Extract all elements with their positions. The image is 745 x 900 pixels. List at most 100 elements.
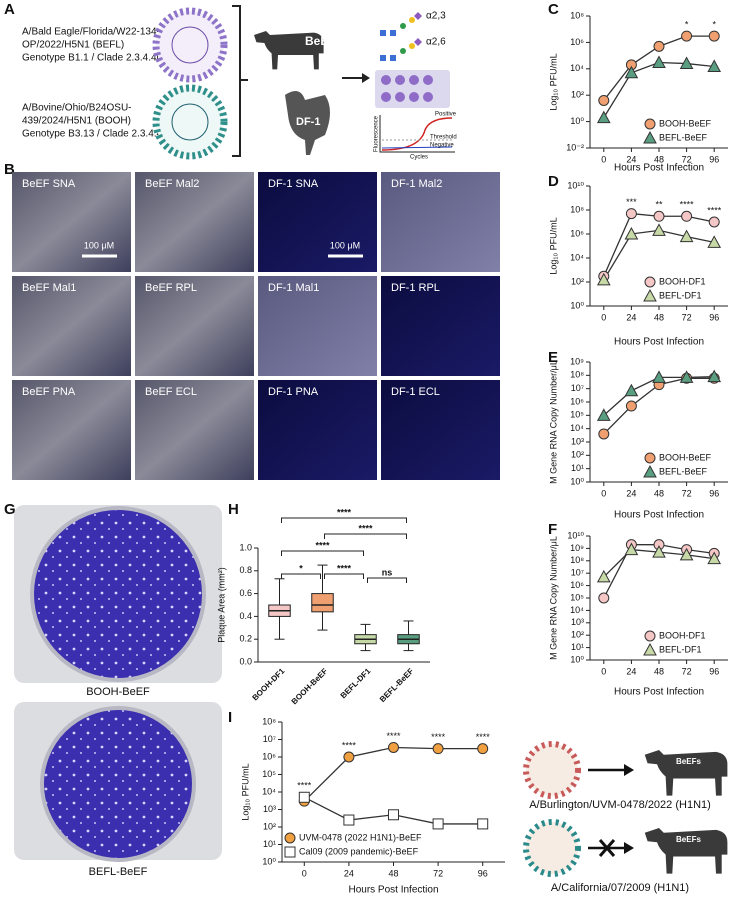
panel-label: D <box>548 173 559 190</box>
cell-label: DF-1 <box>296 116 320 128</box>
significance-bracket <box>281 550 364 556</box>
arrow-head <box>624 842 634 854</box>
legend-label: BOOH-DF1 <box>659 630 706 640</box>
y-tick-label: 10⁷ <box>571 568 584 578</box>
arrow-head <box>362 73 370 83</box>
glycan-label: α2,3 <box>426 11 446 22</box>
data-point <box>388 741 399 753</box>
y-axis-label: M Gene RNA Copy Number/μL <box>548 360 558 484</box>
panel-i-cartoon: BeEFs A/Burlington/UVM-0478/2022 (H1N1) … <box>523 741 728 894</box>
legend-marker <box>644 276 656 288</box>
y-tick-label: 10⁶ <box>570 37 584 47</box>
y-tick-label: 10⁸ <box>570 555 584 565</box>
data-point <box>708 30 720 42</box>
plate <box>40 706 196 862</box>
image-label: BeEF ECL <box>145 386 197 398</box>
y-tick-label: 10⁰ <box>570 476 584 486</box>
significance: **** <box>358 523 373 533</box>
legend-marker <box>643 288 657 302</box>
panel-b: BeEF SNA BeEF Mal2 DF-1 SNA DF-1 Mal2 BeEF M… <box>12 172 500 480</box>
y-tick-label: 10¹⁰ <box>567 180 584 190</box>
data-point <box>598 592 610 604</box>
significance: * <box>685 19 689 29</box>
significance: **** <box>680 200 695 210</box>
glycan-icon <box>380 12 422 61</box>
panel-label: B <box>4 161 15 178</box>
y-tick-label: 10³ <box>571 617 584 627</box>
y-tick-label: 10⁶ <box>570 396 584 406</box>
data-point <box>707 235 722 248</box>
micrograph <box>381 380 500 480</box>
panel-label: I <box>228 709 232 726</box>
significance: **** <box>337 563 352 573</box>
virus-core <box>171 103 209 141</box>
image-label: BeEF RPL <box>145 282 197 294</box>
data-point <box>624 542 639 556</box>
x-axis-label: Hours Post Infection <box>614 687 704 698</box>
significance: **** <box>707 205 722 215</box>
y-tick-label: 0.8 <box>239 565 252 575</box>
significance: **** <box>431 732 446 742</box>
y-tick-label: 10⁴ <box>570 252 584 262</box>
y-tick-label: 10³ <box>571 436 584 446</box>
y-tick-label: 0.2 <box>239 634 252 644</box>
x-tick-label: 72 <box>682 154 692 164</box>
significance: *** <box>626 197 637 207</box>
legend-marker <box>644 118 656 130</box>
x-tick-label: BOOH-DF1 <box>250 666 286 702</box>
image-label: BeEF SNA <box>22 178 76 190</box>
virus-icon <box>152 84 228 160</box>
legend-marker <box>284 846 296 858</box>
panel-label: G <box>4 501 16 518</box>
scale-bar-label: 100 μM <box>330 240 360 250</box>
arrow-head <box>624 764 634 776</box>
micrograph <box>12 276 131 376</box>
micrograph <box>381 276 500 376</box>
y-tick-label: 10² <box>571 90 584 100</box>
line-chart: 10⁰ 10¹ 10² 10³ 10⁴ 10⁵ 10⁶ 10⁷ 10⁸ 10⁹ M Gene RNA… <box>548 356 728 521</box>
y-tick-label: 10¹ <box>263 839 276 849</box>
x-tick-label: 96 <box>709 666 719 676</box>
x-tick-label: 72 <box>433 868 443 878</box>
x-tick-label: 0 <box>601 154 606 164</box>
strain-text: 439/2024/H5N1 (BOOH) <box>22 116 131 127</box>
plate-label: BOOH-BeEF <box>86 686 150 698</box>
x-tick-label: 0 <box>601 312 606 322</box>
x-tick-label: 48 <box>388 868 398 878</box>
legend-marker <box>284 832 296 844</box>
data-point <box>653 210 665 222</box>
x-tick-label: 0 <box>601 666 606 676</box>
significance-bracket <box>281 517 407 523</box>
strain-text: OP/2022/H5N1 (BEFL) <box>22 40 124 51</box>
x-tick-label: 48 <box>654 154 664 164</box>
x-tick-label: 0 <box>601 488 606 498</box>
legend-marker <box>643 642 657 656</box>
micrograph <box>381 172 500 272</box>
y-tick-label: 10⁶ <box>570 580 584 590</box>
qpcr-icon <box>379 115 455 153</box>
line-chart: 10⁻² 10⁰ 10² 10⁴ 10⁶ 10⁸ Log₁₀ PFU/mL 0 24 48 72 96… <box>548 10 728 174</box>
y-tick-label: 10⁹ <box>570 356 584 366</box>
y-tick-label: 10⁹ <box>570 543 584 553</box>
block-mark <box>598 839 616 857</box>
panel-label: E <box>548 349 558 366</box>
image-label: BeEF Mal2 <box>145 178 199 190</box>
significance: **** <box>342 740 357 750</box>
y-tick-label: 10⁴ <box>262 786 276 796</box>
y-tick-label: 10⁴ <box>570 423 584 433</box>
y-tick-label: 10² <box>571 276 584 286</box>
image-label: DF-1 PNA <box>268 386 319 398</box>
virus-icon <box>523 819 581 877</box>
micrograph <box>135 380 254 480</box>
x-tick-label: 72 <box>682 666 692 676</box>
legend-label: BOOH-BeEF <box>659 452 712 462</box>
significance-bracket <box>281 573 321 579</box>
x-tick-label: 96 <box>709 154 719 164</box>
y-tick-label: 10⁰ <box>570 116 584 126</box>
panel-g: BOOH-BeEF BEFL-BeEF <box>14 505 222 878</box>
x-tick-label: 24 <box>344 868 354 878</box>
significance: * <box>299 563 303 573</box>
chicken-icon <box>285 91 330 155</box>
x-tick-label: 24 <box>626 312 636 322</box>
x-tick-label: BEFL-DF1 <box>339 666 373 700</box>
